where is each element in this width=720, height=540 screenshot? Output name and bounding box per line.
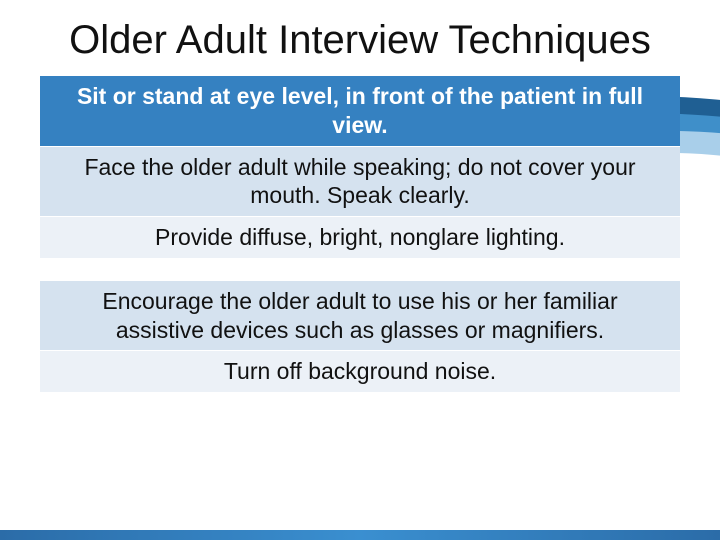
list-row: Turn off background noise. — [40, 350, 680, 392]
content-list: Sit or stand at eye level, in front of t… — [40, 76, 680, 392]
list-row: Face the older adult while speaking; do … — [40, 146, 680, 217]
slide-title: Older Adult Interview Techniques — [60, 18, 660, 62]
bottom-accent-bar — [0, 530, 720, 540]
slide: Older Adult Interview Techniques Sit or … — [0, 0, 720, 540]
list-gap — [40, 258, 680, 280]
list-row: Sit or stand at eye level, in front of t… — [40, 76, 680, 146]
list-row: Provide diffuse, bright, nonglare lighti… — [40, 216, 680, 258]
list-row: Encourage the older adult to use his or … — [40, 280, 680, 351]
